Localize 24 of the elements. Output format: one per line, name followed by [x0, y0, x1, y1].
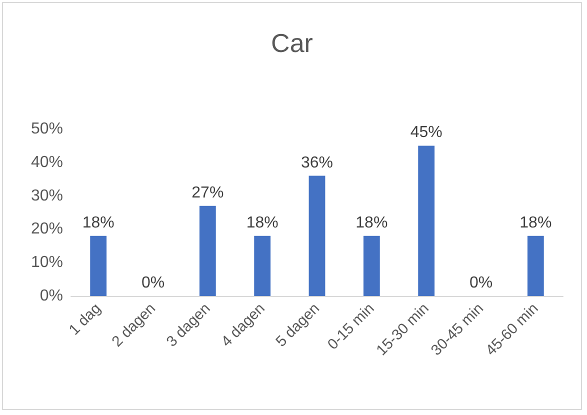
- data-label: 18%: [246, 214, 278, 232]
- data-label: 18%: [82, 214, 114, 232]
- bar: [90, 236, 107, 296]
- bar: [308, 176, 326, 296]
- y-tick-label: 20%: [30, 220, 63, 238]
- data-label: 45%: [410, 124, 442, 142]
- bar: [418, 146, 435, 296]
- y-tick-label: 0%: [40, 288, 63, 304]
- bar: [363, 236, 380, 296]
- y-tick-label: 30%: [30, 187, 63, 204]
- data-label: 36%: [300, 154, 334, 172]
- data-label: 18%: [520, 214, 552, 232]
- y-tick-label: 40%: [30, 154, 63, 171]
- data-label: 18%: [356, 214, 388, 232]
- data-label: 0%: [469, 274, 493, 292]
- y-tick-label: 50%: [30, 120, 63, 138]
- x-tick-label: 1 dag: [66, 300, 104, 339]
- y-tick-label: 10%: [30, 254, 63, 272]
- data-label: 27%: [192, 184, 224, 202]
- bar: [199, 206, 216, 296]
- data-label: 0%: [141, 274, 165, 292]
- bar: [254, 236, 271, 296]
- bar: [527, 236, 544, 296]
- chart-title: Car: [271, 28, 314, 58]
